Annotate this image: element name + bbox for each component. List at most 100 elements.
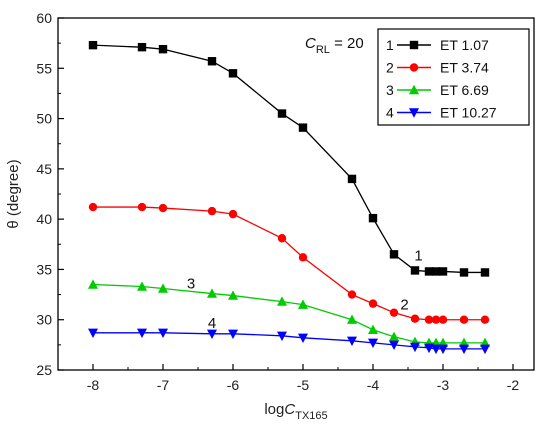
x-tick-label: -2	[507, 377, 520, 393]
data-point	[137, 42, 147, 52]
data-point	[431, 267, 441, 276]
data-point	[88, 328, 98, 338]
data-point	[438, 267, 448, 276]
y-tick-label: 45	[36, 161, 52, 177]
data-point	[389, 308, 399, 317]
data-point	[480, 344, 490, 355]
crl-label-rest: = 20	[330, 35, 364, 52]
x-tick-label: -6	[227, 377, 240, 393]
crl-label-sub: RL	[316, 44, 330, 56]
legend-marker	[409, 108, 419, 118]
legend-marker	[409, 40, 419, 50]
legend-index: 2	[386, 60, 394, 76]
x-axis-title: logCTX165	[264, 401, 327, 422]
data-point	[347, 314, 357, 324]
data-point	[228, 290, 238, 300]
data-point	[277, 234, 287, 243]
series-2	[88, 202, 490, 324]
series-layer	[88, 40, 490, 355]
data-point	[158, 283, 168, 293]
curve-number-label: 3	[187, 276, 195, 293]
data-point	[88, 202, 98, 212]
data-point	[368, 299, 378, 308]
data-point	[438, 315, 448, 324]
legend-label: ET 6.69	[440, 82, 489, 98]
x-tick-label: -3	[437, 377, 450, 393]
series-1	[88, 40, 490, 277]
data-point	[88, 279, 98, 289]
data-point	[389, 331, 399, 342]
crl-label-italic: C	[305, 35, 316, 52]
data-point	[368, 338, 378, 349]
legend-label: ET 10.27	[440, 105, 497, 121]
data-point	[158, 203, 168, 213]
data-point	[347, 290, 357, 299]
series-3	[88, 279, 490, 348]
curve-number-label: 4	[208, 315, 216, 332]
series-line	[93, 332, 485, 350]
data-point	[424, 267, 434, 276]
legend-index: 4	[386, 105, 394, 121]
y-tick-label: 35	[36, 261, 52, 277]
data-point	[438, 344, 448, 355]
data-point	[389, 250, 399, 259]
data-point	[459, 315, 469, 324]
data-point	[228, 69, 238, 78]
data-point	[88, 40, 98, 50]
x-tick-label: -8	[87, 377, 100, 393]
data-point	[347, 336, 357, 347]
data-point	[410, 266, 420, 275]
data-point	[459, 268, 469, 277]
y-tick-label: 60	[36, 10, 52, 26]
data-point	[158, 44, 168, 54]
x-axis-title-main: log	[264, 401, 284, 418]
data-point	[368, 324, 378, 334]
y-axis-title: θ (degree)	[5, 159, 22, 228]
y-tick-label: 55	[36, 60, 52, 76]
data-point	[298, 333, 308, 344]
data-point	[207, 288, 217, 298]
data-point	[410, 314, 420, 323]
data-point	[158, 328, 168, 338]
legend-item: 2 ET 3.74	[386, 60, 489, 76]
legend-item: 1 ET 1.07	[386, 37, 489, 53]
data-point	[207, 57, 217, 66]
y-tick-label: 25	[36, 362, 52, 378]
series-line	[92, 283, 485, 344]
x-tick-label: -7	[157, 377, 170, 393]
data-point	[137, 328, 147, 338]
data-point	[277, 331, 287, 342]
x-axis-title-sub: TX165	[295, 410, 327, 422]
data-point	[228, 329, 238, 339]
data-point	[137, 202, 147, 212]
y-tick-label: 40	[36, 211, 52, 227]
data-point	[424, 343, 434, 354]
data-point	[431, 344, 441, 355]
annotation-layer: 1 2 3 4	[187, 247, 423, 331]
data-point	[368, 213, 378, 223]
x-tick-label: -4	[367, 377, 380, 393]
data-point	[410, 342, 420, 353]
data-point	[480, 315, 490, 324]
data-point	[431, 315, 441, 324]
y-tick-label: 30	[36, 312, 52, 328]
legend: 1 ET 1.07 2 ET 3.74 3 ET 6.69 4 ET 10.27	[377, 28, 530, 126]
curve-number-label: 1	[414, 247, 422, 264]
legend-index: 1	[386, 37, 394, 53]
data-point	[207, 329, 217, 339]
legend-item: 3 ET 6.69	[386, 82, 489, 98]
axes-layer: -8 -7 -6 -5 -4 -3 -2 25 30 35 40 45 50 55 60	[36, 10, 519, 393]
legend-index: 3	[386, 82, 394, 98]
data-point	[347, 174, 357, 184]
data-point	[277, 109, 287, 118]
y-tick-label: 50	[36, 111, 52, 127]
data-point	[389, 340, 399, 351]
data-point	[298, 299, 308, 309]
x-axis-title-italic: C	[284, 401, 295, 418]
data-point	[207, 206, 217, 216]
crl-label: CRL = 20	[305, 35, 364, 56]
curve-number-label: 2	[400, 297, 408, 314]
data-point	[459, 344, 469, 355]
